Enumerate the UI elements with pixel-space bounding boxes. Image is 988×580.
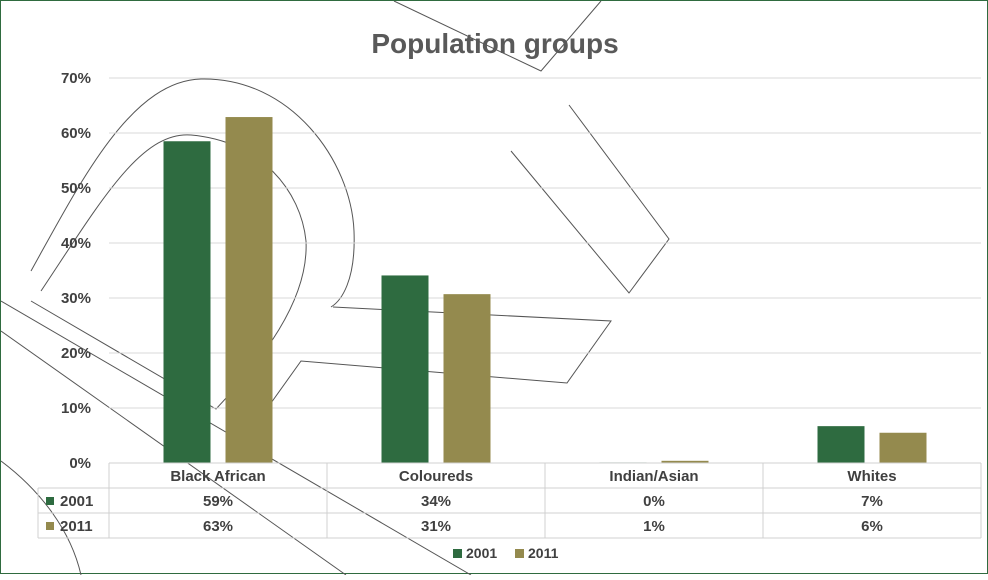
- y-tick-label: 20%: [61, 345, 91, 362]
- y-tick-label: 30%: [61, 290, 91, 307]
- bars: [163, 117, 927, 464]
- category-label: Whites: [847, 468, 896, 485]
- data-table: Black African Coloureds Indian/Asian Whites…: [37, 462, 982, 539]
- bar-2011-coloureds: [443, 294, 491, 463]
- legend-label: 2011: [528, 545, 559, 561]
- y-tick-label: 70%: [61, 70, 91, 87]
- y-tick-label: 50%: [61, 180, 91, 197]
- table-cell-value: 59%: [203, 493, 233, 510]
- table-cell-value: 1%: [643, 518, 665, 535]
- table-cell-value: 34%: [421, 493, 451, 510]
- watermark-outline: [0, 0, 670, 576]
- bar-2001-black-african: [163, 141, 211, 463]
- bar-2001-coloureds: [381, 275, 429, 463]
- category-label: Coloureds: [399, 468, 473, 485]
- legend-swatch: [453, 549, 462, 558]
- table-cell-value: 7%: [861, 493, 883, 510]
- table-series-key: [46, 497, 54, 505]
- legend-label: 2001: [466, 545, 497, 561]
- bar-2011-whites: [879, 432, 927, 463]
- bar-2011-indian-asian: [661, 460, 709, 463]
- y-tick-label: 60%: [61, 125, 91, 142]
- legend-swatch: [515, 549, 524, 558]
- y-tick-label: 10%: [61, 400, 91, 417]
- category-label: Indian/Asian: [609, 468, 698, 485]
- table-series-key: [46, 522, 54, 530]
- table-series-name: 2011: [60, 518, 93, 535]
- table-series-name: 2001: [60, 493, 93, 510]
- category-label: Black African: [170, 468, 265, 485]
- bar-2001-whites: [817, 426, 865, 463]
- y-tick-label: 40%: [61, 235, 91, 252]
- y-tick-label: 0%: [69, 455, 91, 472]
- legend: 2001 2011: [453, 545, 559, 561]
- table-cell-value: 63%: [203, 518, 233, 535]
- table-cell-value: 31%: [421, 518, 451, 535]
- table-cell-value: 6%: [861, 518, 883, 535]
- bar-2011-black-african: [225, 117, 273, 464]
- y-axis-tick-labels: 0% 10% 20% 30% 40% 50% 60% 70%: [61, 70, 91, 472]
- table-cell-value: 0%: [643, 493, 665, 510]
- chart-title: Population groups: [371, 28, 618, 59]
